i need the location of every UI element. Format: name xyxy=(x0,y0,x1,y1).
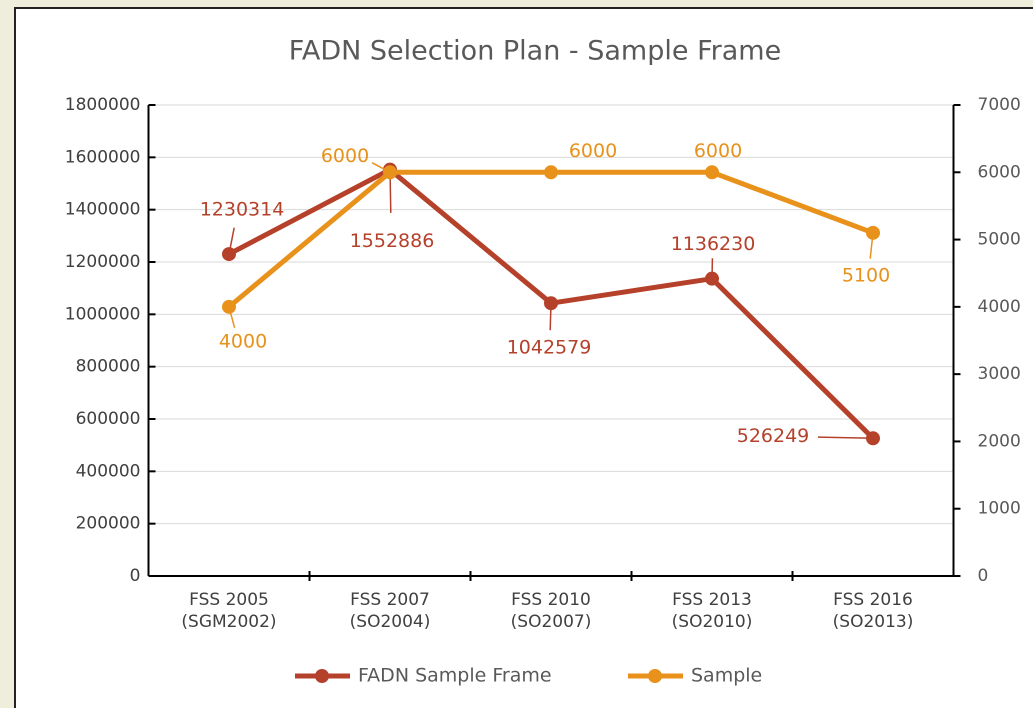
y-tick-label: 0 xyxy=(130,566,141,586)
x-tick-label: FSS 2013 xyxy=(672,590,752,610)
y-tick-label: 1200000 xyxy=(65,252,141,272)
legend-marker xyxy=(315,669,329,683)
leader-line xyxy=(228,306,236,329)
data-label: 1230314 xyxy=(200,199,285,221)
leader-line xyxy=(228,227,235,255)
y2-tick-label: 0 xyxy=(978,566,989,586)
legend-marker xyxy=(648,669,662,683)
x-tick-label: (SGM2002) xyxy=(181,612,276,632)
y-tick-label: 1600000 xyxy=(65,147,141,167)
x-tick-label: FSS 2016 xyxy=(833,590,913,610)
y2-tick-label: 5000 xyxy=(978,230,1021,250)
data-label: 526249 xyxy=(737,425,810,447)
y-tick-label: 600000 xyxy=(76,409,141,429)
x-tick-label: (SO2007) xyxy=(511,612,592,632)
y-tick-label: 1400000 xyxy=(65,200,141,220)
y2-tick-label: 2000 xyxy=(978,431,1021,451)
data-label: 5100 xyxy=(842,264,890,286)
x-tick-label: FSS 2005 xyxy=(189,590,269,610)
data-label: 1136230 xyxy=(671,233,756,255)
y-tick-label: 200000 xyxy=(76,514,141,534)
y2-tick-label: 3000 xyxy=(978,364,1021,384)
leader-line xyxy=(869,232,874,259)
leader-line xyxy=(817,436,874,440)
x-tick-label: FSS 2010 xyxy=(511,590,591,610)
legend-label: FADN Sample Frame xyxy=(358,665,552,687)
data-label: 6000 xyxy=(569,140,617,162)
x-tick-label: (SO2010) xyxy=(672,612,753,632)
data-label: 1042579 xyxy=(507,337,592,359)
y2-tick-label: 4000 xyxy=(978,297,1021,317)
y2-tick-label: 1000 xyxy=(978,499,1021,519)
data-label: 1552886 xyxy=(350,230,435,252)
y2-tick-label: 6000 xyxy=(978,162,1021,182)
x-tick-label: FSS 2007 xyxy=(350,590,430,610)
x-tick-label: (SO2004) xyxy=(350,612,431,632)
y-tick-label: 1000000 xyxy=(65,304,141,324)
leader-line xyxy=(549,303,552,331)
x-tick-label: (SO2013) xyxy=(833,612,914,632)
point xyxy=(705,165,719,180)
y-tick-label: 800000 xyxy=(76,357,141,377)
leader-line xyxy=(371,162,391,173)
y-tick-label: 1800000 xyxy=(65,95,141,115)
chart-title: FADN Selection Plan - Sample Frame xyxy=(289,36,781,67)
y2-tick-label: 7000 xyxy=(978,95,1021,115)
legend-label: Sample xyxy=(691,665,762,687)
point xyxy=(544,165,558,180)
data-label: 4000 xyxy=(219,330,267,352)
chart-frame xyxy=(14,7,1033,708)
data-label: 6000 xyxy=(321,145,369,167)
data-label: 6000 xyxy=(694,140,742,162)
y-tick-label: 400000 xyxy=(76,461,141,481)
